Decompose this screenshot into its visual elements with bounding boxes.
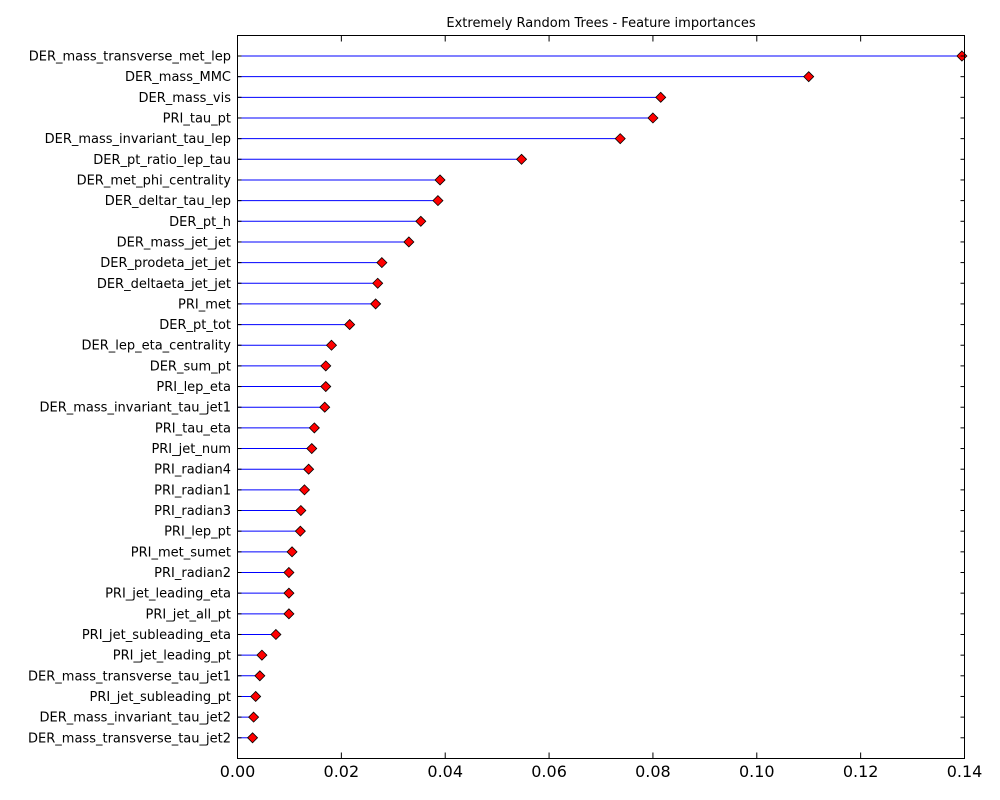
- data-point: [283, 608, 295, 620]
- data-point: [248, 711, 260, 723]
- y-tick-label: PRI_met: [178, 297, 231, 312]
- data-point: [647, 112, 659, 124]
- y-tick-label: DER_mass_jet_jet: [117, 235, 231, 250]
- y-tick-label: DER_pt_ratio_lep_tau: [93, 153, 231, 168]
- data-point: [306, 442, 318, 455]
- data-point: [432, 195, 444, 207]
- x-tick-label: 0.14: [947, 762, 983, 781]
- y-tick-label: DER_deltaeta_jet_jet: [97, 277, 231, 292]
- data-point: [308, 422, 320, 434]
- data-point: [283, 566, 295, 579]
- y-tick-label: DER_mass_invariant_tau_jet2: [40, 711, 231, 726]
- y-tick-label: PRI_radian2: [154, 566, 231, 581]
- y-tick-label: DER_mass_invariant_tau_lep: [45, 132, 231, 147]
- y-tick-label: DER_mass_transverse_tau_jet1: [28, 669, 231, 684]
- x-tick-label: 0.00: [220, 762, 256, 781]
- data-point: [256, 649, 268, 661]
- y-tick-label: DER_met_phi_centrality: [77, 173, 232, 188]
- data-point: [325, 339, 338, 351]
- data-point: [254, 670, 266, 682]
- data-point: [403, 236, 415, 248]
- y-tick-label: PRI_jet_all_pt: [146, 607, 231, 622]
- y-tick-label: DER_deltar_tau_lep: [105, 194, 231, 209]
- x-axis: DER_mass_transverse_met_lep DER_mass_MMC D…: [28, 35, 983, 781]
- x-tick-label: 0.04: [427, 762, 463, 781]
- data-point: [250, 690, 262, 703]
- data-point: [283, 587, 295, 599]
- data-point: [655, 91, 667, 103]
- y-tick-label: DER_mass_invariant_tau_jet1: [40, 401, 231, 416]
- x-tick-label: 0.02: [324, 762, 360, 781]
- y-tick-label: PRI_tau_pt: [163, 111, 231, 126]
- data-point: [246, 732, 259, 744]
- data-point: [344, 319, 356, 331]
- data-point: [376, 257, 388, 269]
- data-point: [319, 401, 331, 413]
- data-point: [370, 298, 382, 310]
- data-point: [320, 360, 332, 372]
- y-tick-label: DER_mass_MMC: [125, 70, 231, 85]
- y-tick-label: PRI_lep_pt: [164, 525, 231, 540]
- data-point: [515, 153, 528, 165]
- data-point: [803, 71, 815, 83]
- y-tick-label: DER_mass_transverse_tau_jet2: [28, 731, 231, 746]
- y-tick-label: PRI_jet_subleading_pt: [90, 690, 231, 705]
- y-tick-label: PRI_met_sumet: [131, 545, 231, 560]
- y-tick-label: DER_sum_pt: [150, 359, 231, 374]
- y-tick-label: PRI_jet_leading_pt: [113, 649, 231, 664]
- plot-frame: [237, 35, 965, 759]
- data-point: [295, 504, 307, 517]
- data-point: [286, 546, 298, 558]
- data-point: [270, 628, 282, 641]
- x-tick-label: 0.12: [843, 762, 879, 781]
- y-tick-label: PRI_jet_subleading_eta: [82, 628, 231, 643]
- y-tick-label: DER_mass_vis: [138, 91, 231, 106]
- data-point: [372, 277, 384, 289]
- chart-title: Extremely Random Trees - Feature importa…: [446, 16, 755, 31]
- y-tick-label: PRI_lep_eta: [156, 380, 231, 395]
- x-tick-label: 0.10: [739, 762, 775, 781]
- data-point: [294, 525, 306, 537]
- y-tick-label: DER_mass_transverse_met_lep: [29, 50, 231, 65]
- data-point: [303, 463, 315, 475]
- y-tick-label: PRI_radian4: [154, 463, 231, 478]
- data-point: [614, 133, 626, 145]
- y-tick-label: DER_lep_eta_centrality: [82, 339, 232, 354]
- y-tick-label: DER_pt_tot: [159, 318, 231, 333]
- data-point: [415, 215, 427, 227]
- data-point: [434, 174, 446, 186]
- y-tick-label: DER_pt_h: [169, 215, 231, 230]
- chart-marks: [237, 50, 968, 744]
- x-tick-label: 0.08: [635, 762, 671, 781]
- y-tick-label: PRI_jet_leading_eta: [105, 587, 231, 602]
- x-tick-label: 0.06: [531, 762, 567, 781]
- data-point: [320, 380, 332, 393]
- y-tick-label: PRI_tau_eta: [155, 421, 231, 436]
- y-tick-label: DER_prodeta_jet_jet: [100, 256, 231, 271]
- data-point: [298, 484, 311, 496]
- y-tick-label: PRI_jet_num: [151, 442, 231, 457]
- y-tick-label: PRI_radian1: [154, 483, 231, 498]
- y-tick-label: PRI_radian3: [154, 504, 231, 519]
